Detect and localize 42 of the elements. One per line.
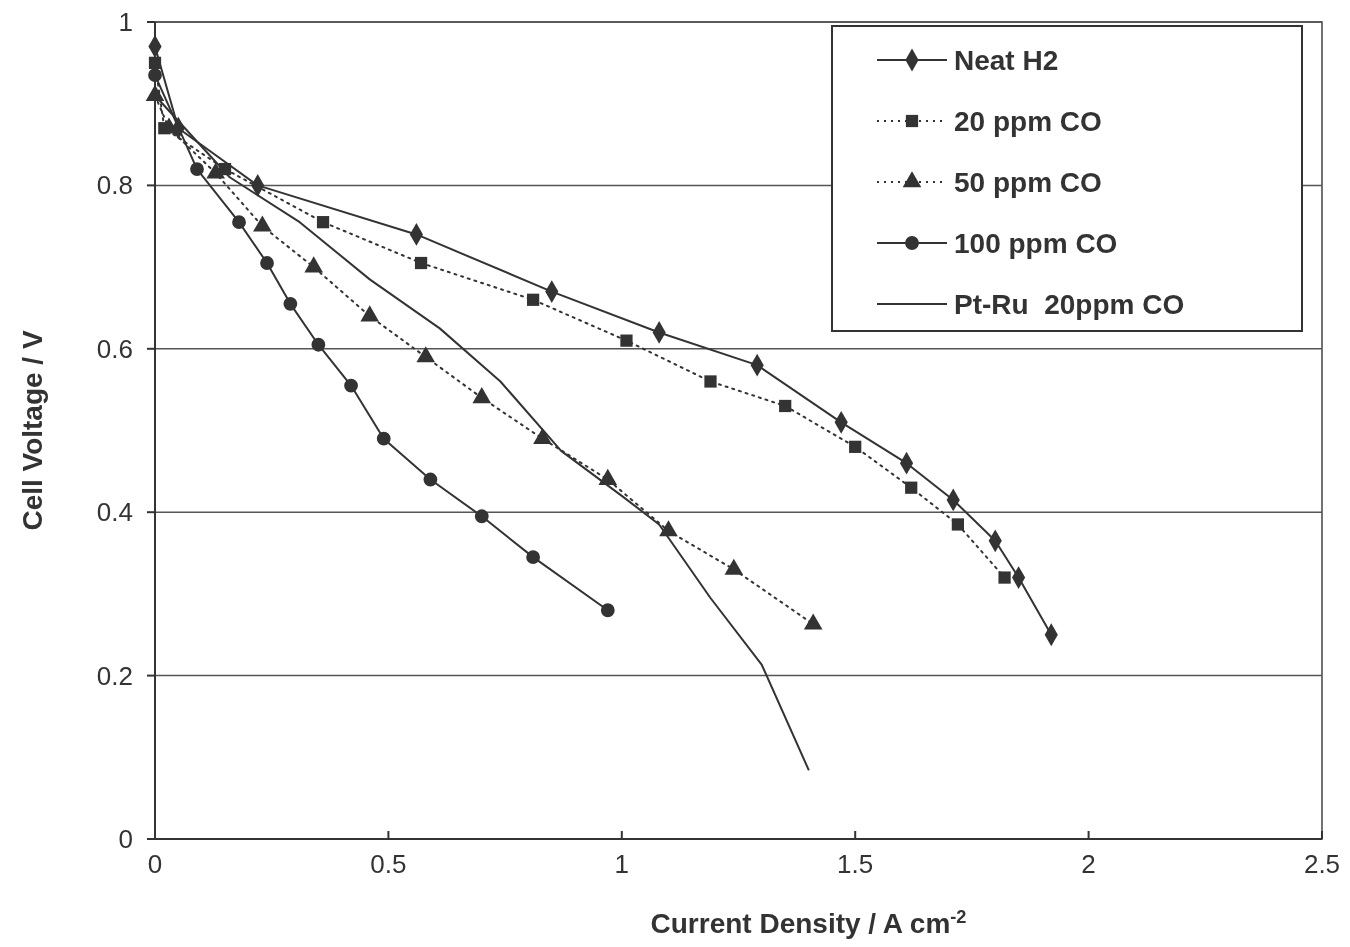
point <box>316 216 330 229</box>
point <box>526 293 540 306</box>
y-tick-label: 0 <box>118 824 133 854</box>
legend-label: 50 ppm CO <box>954 167 1102 198</box>
x-axis-title: Current Density / A cm$^{-2}$ <box>650 907 967 939</box>
y-axis-title: Cell Voltage / V <box>17 330 48 531</box>
x-tick-label: 2.5 <box>1303 849 1341 879</box>
point <box>526 550 541 565</box>
y-tick-label: 0.6 <box>96 333 133 364</box>
legend-label: 20 ppm CO <box>954 106 1102 137</box>
x-tick-label: 0.5 <box>370 849 407 879</box>
point <box>311 337 326 352</box>
point <box>190 162 204 176</box>
x-tick-label: 0 <box>147 849 163 879</box>
point <box>148 56 162 69</box>
point <box>232 215 246 230</box>
legend-label: Pt-Ru 20ppm CO <box>954 289 1185 320</box>
legend-label: Neat H2 <box>954 45 1059 76</box>
point <box>600 603 615 618</box>
y-tick-label: 1 <box>118 7 133 37</box>
point <box>905 481 918 494</box>
point <box>474 509 489 524</box>
point <box>704 375 717 388</box>
legend-label: 100 ppm CO <box>954 228 1118 259</box>
point <box>283 296 298 311</box>
point <box>779 399 792 413</box>
y-tick-label: 0.4 <box>96 497 133 528</box>
point <box>414 256 428 270</box>
point <box>998 571 1011 584</box>
x-tick-label: 1 <box>614 849 630 879</box>
point <box>849 440 862 453</box>
point <box>260 256 274 270</box>
point <box>344 378 358 393</box>
y-tick-label: 0.2 <box>96 660 133 691</box>
y-tick-label: 0.8 <box>96 170 133 201</box>
x-tick-label: 1.5 <box>837 849 874 879</box>
point <box>376 431 391 446</box>
point <box>148 68 162 82</box>
point <box>620 334 633 347</box>
point <box>423 472 438 487</box>
x-tick-label: 2 <box>1081 849 1096 879</box>
point <box>951 518 965 531</box>
